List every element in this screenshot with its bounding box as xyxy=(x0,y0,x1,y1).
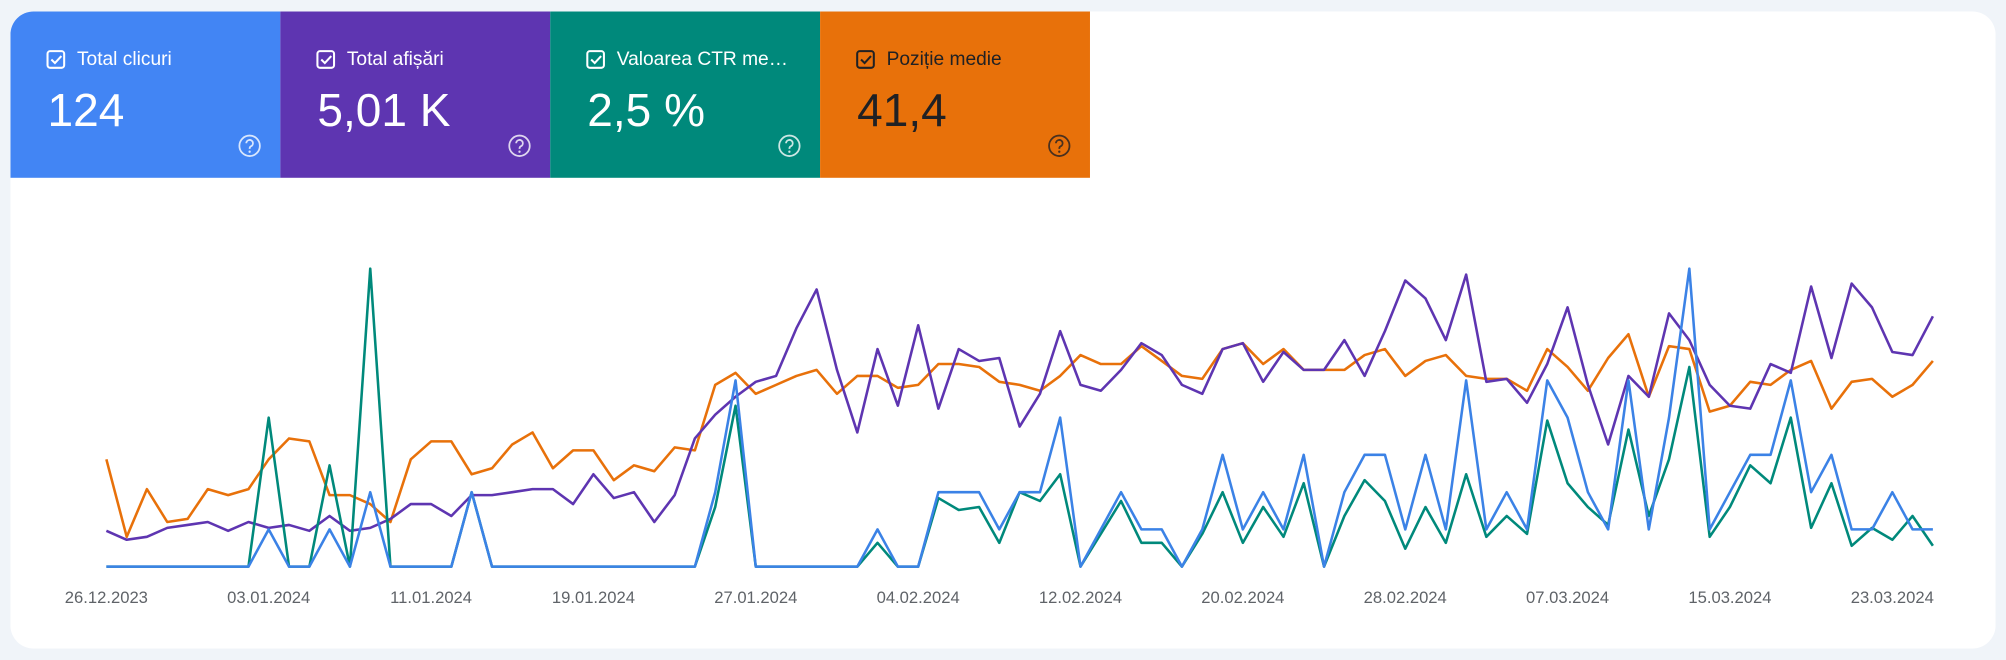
card-value: 2,5 % xyxy=(587,84,705,136)
help-glyph xyxy=(1055,139,1064,149)
x-tick-label: 15.03.2024 xyxy=(1688,588,1771,607)
x-tick-label: 11.01.2024 xyxy=(390,588,472,607)
help-dot xyxy=(248,150,251,153)
card-value: 41,4 xyxy=(857,84,947,136)
help-dot xyxy=(788,150,791,153)
series-line xyxy=(105,332,1934,539)
x-tick-label: 26.12.2023 xyxy=(65,588,148,607)
checkbox[interactable] xyxy=(46,50,66,69)
help-icon[interactable] xyxy=(238,134,261,157)
plot: 26.12.2023 03.01.2024 11.01.2024 19.01.2024… xyxy=(65,267,1935,607)
checkbox[interactable] xyxy=(586,50,605,69)
help-glyph xyxy=(785,139,794,149)
card-label: Total clicuri xyxy=(77,49,172,70)
card-background xyxy=(550,11,821,178)
help-icon[interactable] xyxy=(778,134,801,157)
help-dot xyxy=(1058,150,1061,153)
metric-card[interactable]: Valoarea CTR me… 2,5 % xyxy=(550,11,821,178)
x-tick-label: 19.01.2024 xyxy=(552,588,635,607)
help-glyph xyxy=(245,139,254,149)
checkmark xyxy=(320,55,332,65)
help-icon[interactable] xyxy=(1048,134,1071,157)
card-background xyxy=(820,11,1090,178)
x-tick-label: 27.01.2024 xyxy=(714,588,797,607)
checkbox[interactable] xyxy=(856,50,875,69)
x-tick-label: 07.03.2024 xyxy=(1526,588,1609,607)
checkmark xyxy=(860,55,872,65)
card-label: Total afișări xyxy=(347,49,444,70)
checkmark xyxy=(590,55,602,65)
card-background xyxy=(10,11,281,178)
x-tick-label: 03.01.2024 xyxy=(227,588,310,607)
help-glyph xyxy=(515,139,524,149)
x-tick-label: 12.02.2024 xyxy=(1039,588,1122,607)
help-dot xyxy=(518,150,521,153)
x-tick-label: 04.02.2024 xyxy=(877,588,960,607)
metric-card[interactable]: Poziție medie 41,4 xyxy=(820,11,1090,178)
card-label: Poziție medie xyxy=(887,49,1002,70)
card-value: 124 xyxy=(48,84,125,136)
metric-card[interactable]: Total afișări 5,01 K xyxy=(280,11,551,178)
series-line xyxy=(105,273,1935,542)
metric-card[interactable]: Total clicuri 124 xyxy=(10,11,281,178)
x-tick-label: 28.02.2024 xyxy=(1364,588,1447,607)
card-label: Valoarea CTR me… xyxy=(617,49,788,70)
help-icon[interactable] xyxy=(508,134,531,157)
x-tick-label: 23.03.2024 xyxy=(1851,588,1934,607)
card-value: 5,01 K xyxy=(317,84,450,136)
checkmark xyxy=(50,55,63,65)
x-tick-label: 20.02.2024 xyxy=(1201,588,1284,607)
card-background xyxy=(280,11,551,178)
series-line xyxy=(106,267,1933,568)
metric-cards: Total clicuri 124 Total afișări 5,01 K Valoa… xyxy=(10,11,1090,178)
checkbox[interactable] xyxy=(316,50,336,69)
